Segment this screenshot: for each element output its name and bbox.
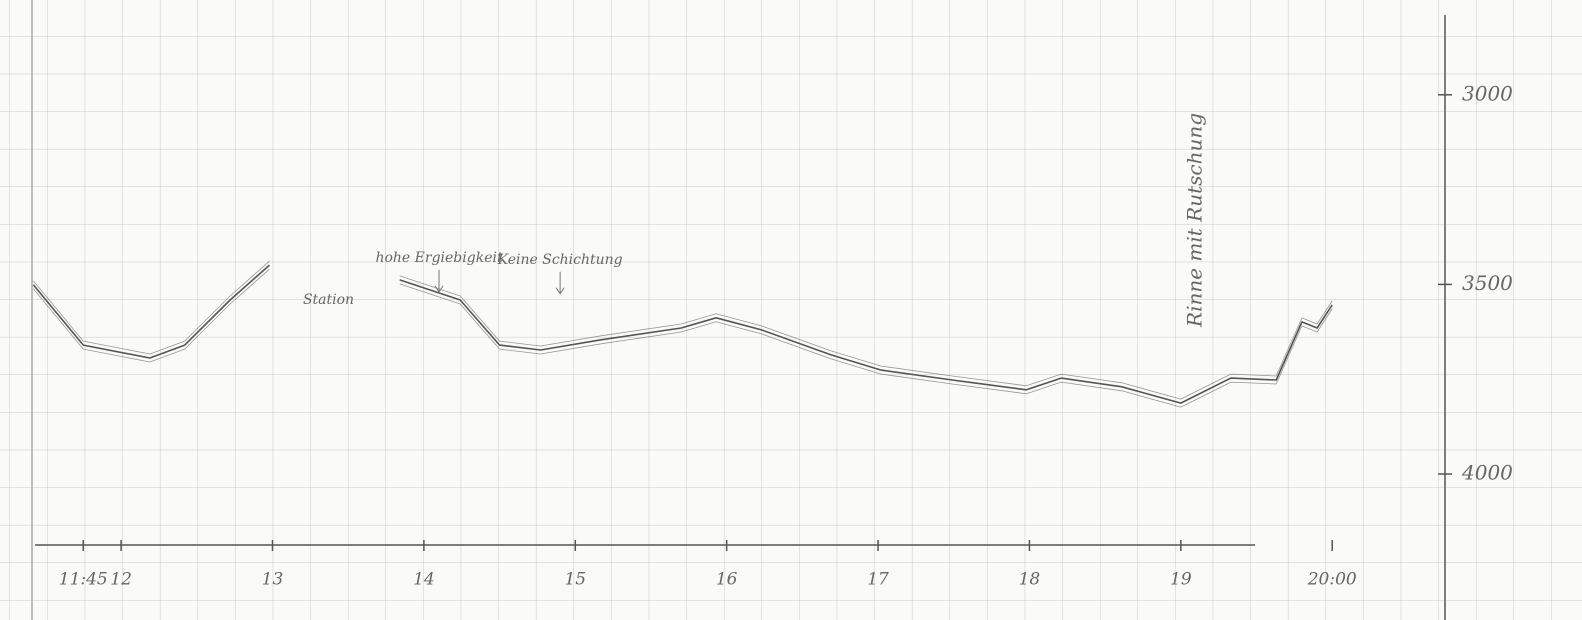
annotation-arrow: [434, 269, 444, 293]
annotation: Rinne mit Rutschung: [1182, 113, 1206, 328]
annotation: Station: [303, 292, 354, 308]
annotation-arrow: [555, 271, 565, 295]
x-tick-label: 14: [413, 570, 435, 590]
x-tick-label: 17: [867, 570, 889, 590]
x-tick-label: 20:00: [1307, 570, 1357, 590]
annotation: hohe Ergiebigkeit: [375, 250, 502, 266]
depth-line: [32, 264, 1333, 404]
y-tick-label: 3500: [1462, 271, 1513, 295]
x-tick-label: 11:45: [59, 570, 108, 590]
depth-trace: [32, 260, 1333, 400]
x-tick-label: 19: [1170, 570, 1192, 590]
x-tick-label: 12: [110, 570, 132, 590]
y-tick-label: 4000: [1461, 461, 1513, 485]
depth-trace: [32, 268, 1333, 408]
x-tick-label: 13: [262, 570, 284, 590]
y-tick-label: 3000: [1462, 81, 1513, 105]
x-tick-label: 16: [716, 570, 738, 590]
annotation: Keine Schichtung: [497, 252, 623, 268]
x-tick-label: 18: [1019, 570, 1041, 590]
x-tick-label: 15: [564, 570, 586, 590]
